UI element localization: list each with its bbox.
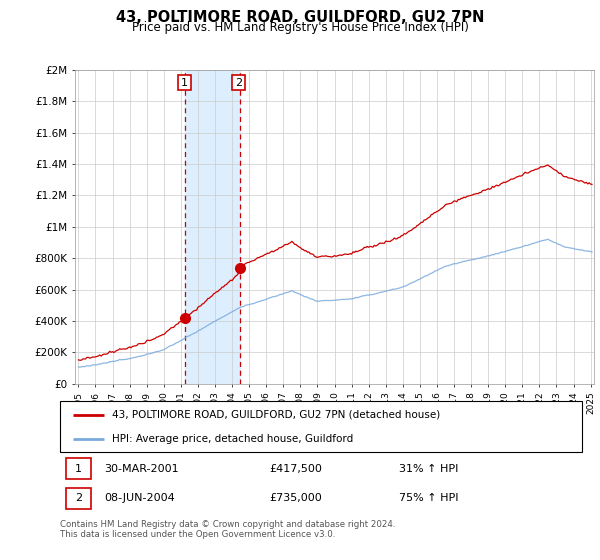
Text: Contains HM Land Registry data © Crown copyright and database right 2024.
This d: Contains HM Land Registry data © Crown c… [60,520,395,539]
Text: 43, POLTIMORE ROAD, GUILDFORD, GU2 7PN (detached house): 43, POLTIMORE ROAD, GUILDFORD, GU2 7PN (… [112,410,440,420]
Text: 2: 2 [235,77,242,87]
FancyBboxPatch shape [66,488,91,509]
FancyBboxPatch shape [66,458,91,479]
Text: 08-JUN-2004: 08-JUN-2004 [104,493,175,503]
Text: £735,000: £735,000 [269,493,322,503]
Text: HPI: Average price, detached house, Guildford: HPI: Average price, detached house, Guil… [112,433,353,444]
Text: £417,500: £417,500 [269,464,322,474]
Text: Price paid vs. HM Land Registry's House Price Index (HPI): Price paid vs. HM Land Registry's House … [131,21,469,34]
Text: 31% ↑ HPI: 31% ↑ HPI [400,464,458,474]
Text: 1: 1 [75,464,82,474]
Text: 43, POLTIMORE ROAD, GUILDFORD, GU2 7PN: 43, POLTIMORE ROAD, GUILDFORD, GU2 7PN [116,10,484,25]
Text: 30-MAR-2001: 30-MAR-2001 [104,464,179,474]
FancyBboxPatch shape [60,401,582,452]
Text: 1: 1 [181,77,188,87]
Text: 75% ↑ HPI: 75% ↑ HPI [400,493,459,503]
Text: 2: 2 [75,493,82,503]
Bar [185,70,239,384]
